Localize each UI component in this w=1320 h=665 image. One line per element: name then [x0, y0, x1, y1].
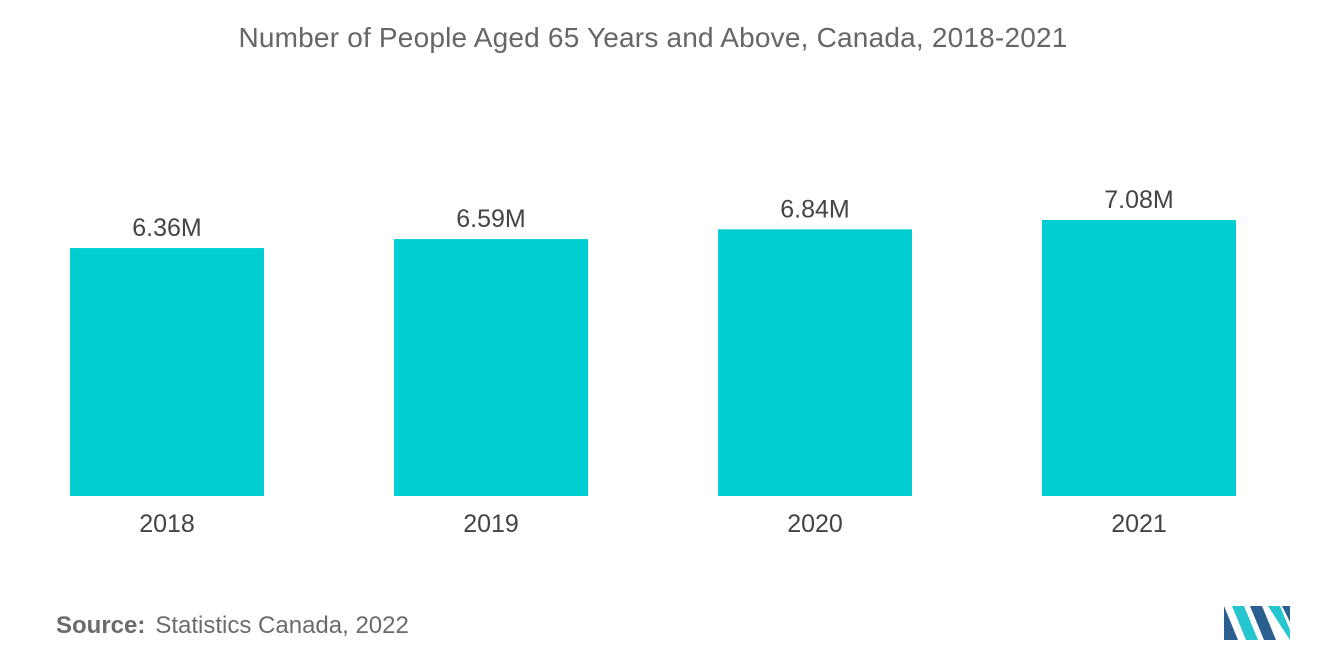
source-label: Source:	[56, 612, 146, 639]
x-tick-label-2020: 2020	[787, 510, 843, 538]
mordor-intelligence-logo-icon	[1224, 606, 1290, 640]
bar-2020	[718, 229, 912, 496]
x-tick-label-2018: 2018	[139, 510, 195, 538]
x-tick-label-2019: 2019	[463, 510, 519, 538]
bar-chart: 6.36M 6.59M 6.84M 7.08M 2018 2019 2020 2021	[70, 186, 1236, 538]
source-text: Statistics Canada, 2022	[155, 612, 409, 639]
bars-group	[70, 220, 1236, 497]
value-label-2018: 6.36M	[132, 214, 201, 242]
value-label-2020: 6.84M	[780, 195, 849, 223]
source-note: Source: Statistics Canada, 2022	[56, 612, 409, 640]
bar-2021	[1042, 220, 1236, 496]
bar-2018	[70, 248, 264, 496]
value-label-2021: 7.08M	[1104, 186, 1173, 214]
bar-2019	[394, 239, 588, 497]
chart-title: Number of People Aged 65 Years and Above…	[238, 22, 1068, 53]
value-labels-group: 6.36M 6.59M 6.84M 7.08M	[132, 186, 1173, 242]
x-tick-labels-group: 2018 2019 2020 2021	[139, 510, 1167, 538]
x-tick-label-2021: 2021	[1111, 510, 1167, 538]
value-label-2019: 6.59M	[456, 205, 525, 233]
